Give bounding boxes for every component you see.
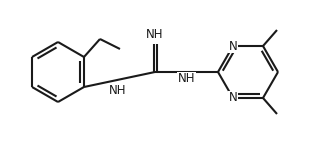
Text: NH: NH <box>178 73 195 86</box>
Text: NH: NH <box>146 28 164 41</box>
Text: NH: NH <box>109 84 126 97</box>
Text: N: N <box>228 92 237 105</box>
Text: N: N <box>228 39 237 52</box>
